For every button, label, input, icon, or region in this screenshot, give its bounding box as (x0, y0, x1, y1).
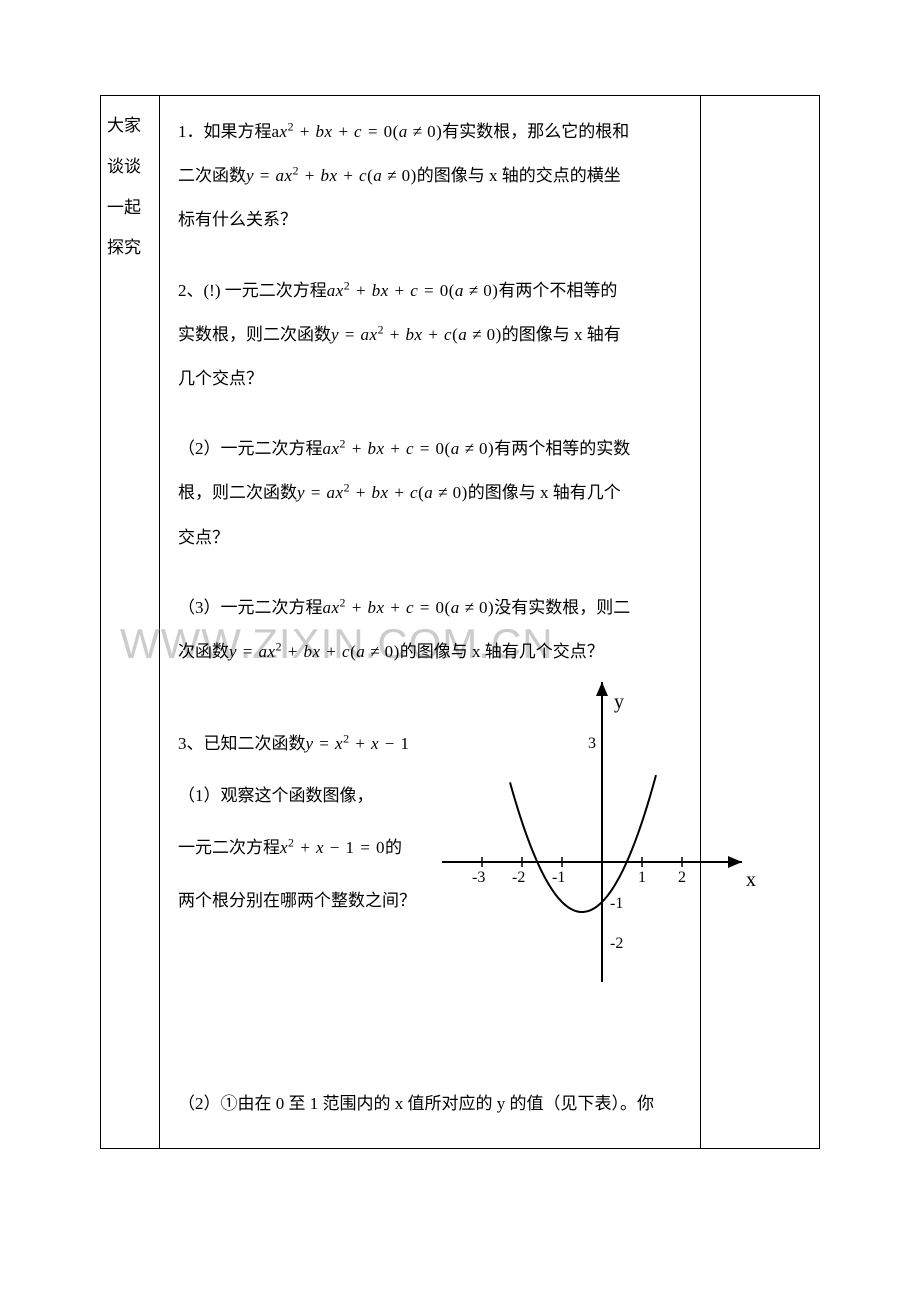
q2b-t1b: 有两个相等的实数 (494, 439, 630, 458)
spacer (178, 1042, 682, 1082)
q2b-eq1: ax2 + bx + c = 0(a ≠ 0) (323, 439, 495, 458)
q1-t3: 标有什么关系？ (178, 210, 297, 229)
svg-text:3: 3 (588, 735, 596, 752)
q2-t2b: 的图像与 x 轴有 (502, 325, 621, 344)
q3-t1: 3、已知二次函数 (178, 734, 306, 753)
q2c-t2a: 次函数 (178, 642, 229, 661)
q1-t1b: 有实数根，那么它的根和 (442, 122, 629, 141)
spacer (178, 251, 682, 269)
content-table: 大家 谈谈 一起 探究 1．如果方程ax2 + bx + c = 0(a ≠ 0… (100, 95, 820, 1149)
left-label: 大家 谈谈 一起 探究 (101, 96, 159, 279)
q2-eq1: ax2 + bx + c = 0(a ≠ 0) (327, 281, 499, 300)
q2b-t1: （2）一元二次方程 (178, 439, 323, 458)
q3-p1: 3、已知二次函数y = x2 + x − 1 (178, 722, 438, 766)
left-l4: 探究 (107, 228, 153, 269)
svg-text:-2: -2 (512, 869, 525, 886)
q2b-t2a: 根，则二次函数 (178, 483, 297, 502)
q1-t2a: 二次函数 (178, 166, 246, 185)
q3-p3: 一元二次方程x2 + x − 1 = 0的 (178, 826, 438, 870)
q2-t2a: 实数根，则二次函数 (178, 325, 331, 344)
left-l1: 大家 (107, 106, 153, 147)
q2c-t1b: 没有实数根，则二 (494, 598, 630, 617)
svg-text:y: y (614, 691, 624, 713)
q3-eq2: x2 + x − 1 = 0 (280, 838, 385, 857)
q1: 1．如果方程ax2 + bx + c = 0(a ≠ 0)有实数根，那么它的根和… (178, 110, 682, 243)
graph-svg: y x -3 -2 -1 1 2 3 -1 -2 (422, 632, 762, 992)
left-cell: 大家 谈谈 一起 探究 (101, 96, 160, 1149)
left-l2: 谈谈 (107, 147, 153, 188)
q1-t2b: 的图像与 x 轴的交点的横坐 (417, 166, 621, 185)
q3-p4: 两个根分别在哪两个整数之间？ (178, 879, 438, 923)
spacer (178, 409, 682, 427)
q2: 2、(!) 一元二次方程ax2 + bx + c = 0(a ≠ 0)有两个不相… (178, 269, 682, 402)
svg-text:1: 1 (638, 869, 646, 886)
svg-text:-2: -2 (610, 935, 623, 952)
svg-text:-3: -3 (472, 869, 485, 886)
q3-t3b: 的 (385, 838, 402, 857)
q1-eq1: ax2 + bx + c = 0(a ≠ 0) (272, 122, 443, 141)
q2b-t2b: 的图像与 x 轴有几个 (468, 483, 621, 502)
mid-content: 1．如果方程ax2 + bx + c = 0(a ≠ 0)有实数根，那么它的根和… (160, 96, 700, 1148)
q2c-eq2: y = ax2 + bx + c(a ≠ 0) (229, 642, 400, 661)
svg-text:2: 2 (678, 869, 686, 886)
q3-t3a: 一元二次方程 (178, 838, 280, 857)
spacer (178, 568, 682, 586)
q3-wrap: yx-3-2-1123-1-2 3、已知二次函数y = x2 + x − 1 （… (178, 682, 682, 1042)
mid-cell: 1．如果方程ax2 + bx + c = 0(a ≠ 0)有实数根，那么它的根和… (160, 96, 701, 1149)
q2-t1b: 有两个不相等的 (498, 281, 617, 300)
svg-text:-1: -1 (610, 895, 623, 912)
q2-t1: 2、(!) 一元二次方程 (178, 281, 327, 300)
q3-text: 3、已知二次函数y = x2 + x − 1 （1）观察这个函数图像， 一元二次… (178, 722, 438, 923)
q3-p2: （1）观察这个函数图像， (178, 774, 438, 818)
svg-text:x: x (746, 869, 756, 891)
q2b-eq2: y = ax2 + bx + c(a ≠ 0) (297, 483, 468, 502)
q3-2: （2）①由在 0 至 1 范围内的 x 值所对应的 y 的值（见下表）。你 (178, 1082, 682, 1126)
svg-text:-1: -1 (552, 869, 565, 886)
q2b-t3: 交点？ (178, 528, 229, 547)
q1-eq2: y = ax2 + bx + c(a ≠ 0) (246, 166, 417, 185)
q1-t1: 1．如果方程 (178, 122, 272, 141)
q2-eq2: y = ax2 + bx + c(a ≠ 0) (331, 325, 502, 344)
parabola-graph: y x -3 -2 -1 1 2 3 -1 -2 (422, 632, 762, 992)
q2c-eq1: ax2 + bx + c = 0(a ≠ 0) (323, 598, 495, 617)
page: WWW.ZIXIN.COM.CN 大家 谈谈 一起 探究 1．如果方程ax2 +… (0, 0, 920, 1300)
q3-eq1: y = x2 + x − 1 (306, 734, 410, 753)
q2c-t1: （3）一元二次方程 (178, 598, 323, 617)
q2b: （2）一元二次方程ax2 + bx + c = 0(a ≠ 0)有两个相等的实数… (178, 427, 682, 560)
left-l3: 一起 (107, 188, 153, 229)
q2-t3: 几个交点？ (178, 369, 263, 388)
